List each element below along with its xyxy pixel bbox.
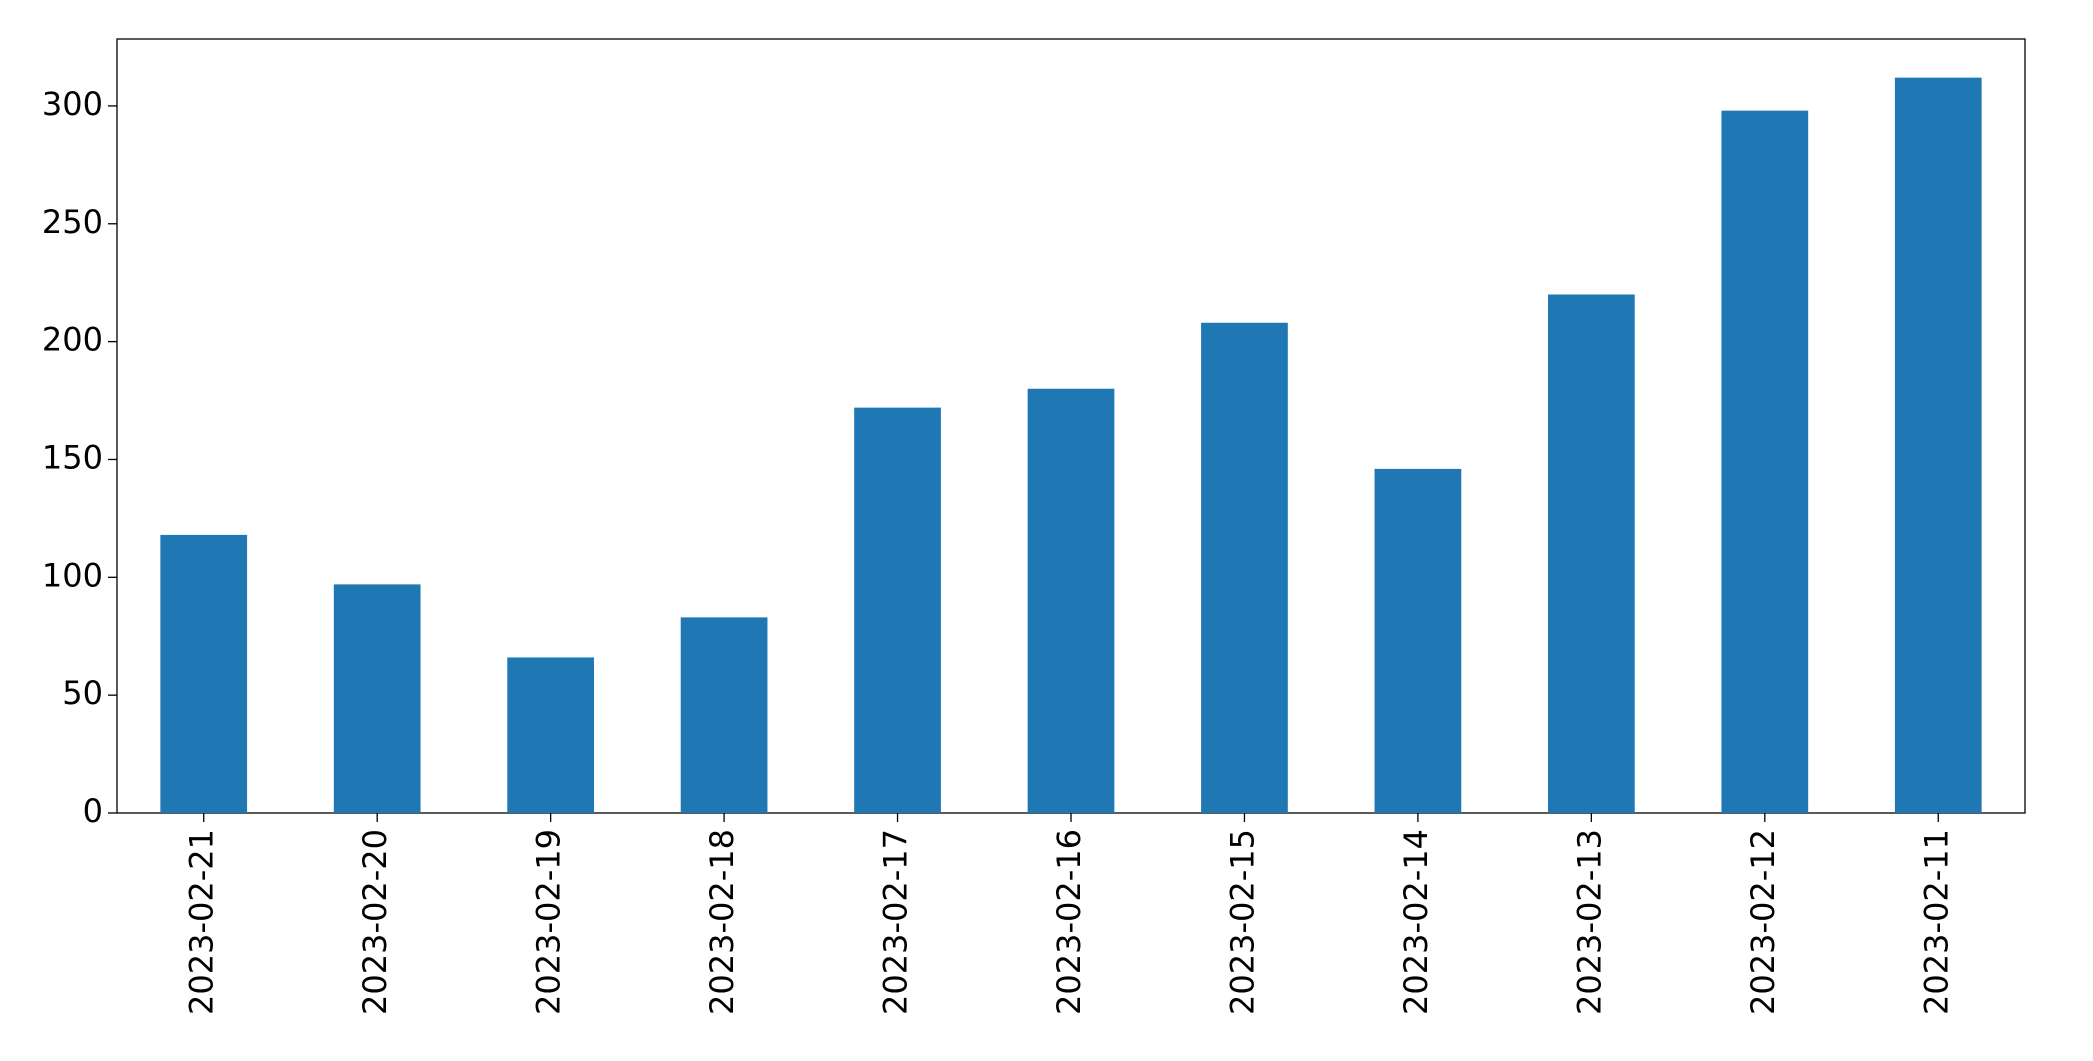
y-tick-label: 50: [62, 674, 103, 712]
y-tick-label: 250: [42, 203, 103, 241]
y-tick-label: 300: [42, 85, 103, 123]
x-tick-label: 2023-02-15: [1223, 829, 1261, 1015]
x-tick-label: 2023-02-16: [1050, 829, 1088, 1015]
y-tick-label: 100: [42, 556, 103, 594]
y-tick-label: 200: [42, 321, 103, 359]
bar: [1201, 322, 1288, 813]
bar: [1721, 110, 1809, 813]
x-tick-label: 2023-02-12: [1744, 829, 1782, 1015]
bar: [160, 534, 248, 813]
x-tick-label: 2023-02-17: [877, 829, 915, 1015]
bar: [1894, 77, 1982, 814]
x-tick-label: 2023-02-20: [356, 829, 394, 1015]
x-tick-label: 2023-02-19: [530, 829, 568, 1015]
bar: [507, 657, 594, 813]
y-tick-label: 0: [83, 792, 103, 830]
y-tick-label: 150: [42, 438, 103, 476]
bar: [1027, 388, 1115, 813]
x-tick-label: 2023-02-18: [703, 829, 741, 1015]
bar: [1374, 468, 1462, 813]
x-tick-label: 2023-02-21: [183, 829, 221, 1015]
bar: [680, 617, 768, 813]
bar: [333, 584, 421, 813]
x-tick-label: 2023-02-13: [1570, 829, 1608, 1015]
bar: [854, 407, 941, 813]
x-tick-label: 2023-02-14: [1397, 829, 1435, 1015]
x-tick-label: 2023-02-11: [1917, 829, 1955, 1015]
bar: [1548, 294, 1635, 814]
